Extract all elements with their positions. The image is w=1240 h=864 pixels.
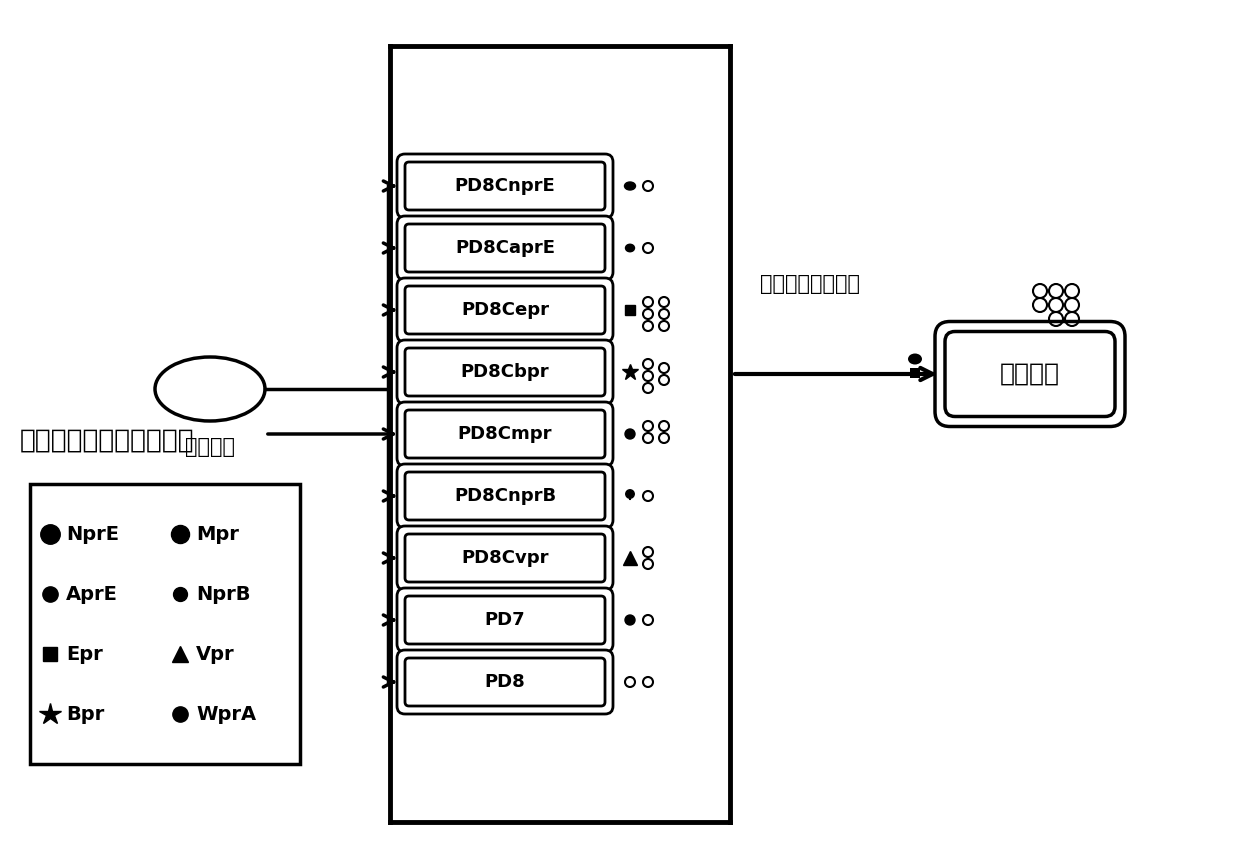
Text: AprE: AprE <box>66 585 118 603</box>
FancyBboxPatch shape <box>405 658 605 706</box>
FancyBboxPatch shape <box>405 162 605 210</box>
FancyBboxPatch shape <box>405 224 605 272</box>
Circle shape <box>626 490 634 499</box>
Text: PD8CnprB: PD8CnprB <box>454 487 556 505</box>
FancyBboxPatch shape <box>397 278 613 342</box>
FancyBboxPatch shape <box>397 340 613 404</box>
Text: NprB: NprB <box>196 585 250 603</box>
FancyBboxPatch shape <box>397 650 613 714</box>
FancyBboxPatch shape <box>935 321 1125 427</box>
Circle shape <box>625 429 635 439</box>
Text: Bpr: Bpr <box>66 704 104 723</box>
Ellipse shape <box>155 357 265 421</box>
FancyBboxPatch shape <box>397 526 613 590</box>
FancyBboxPatch shape <box>405 348 605 396</box>
FancyBboxPatch shape <box>405 410 605 458</box>
FancyBboxPatch shape <box>397 588 613 652</box>
Text: Mpr: Mpr <box>196 524 239 543</box>
Text: PD8CnprE: PD8CnprE <box>455 177 556 195</box>
Text: Vpr: Vpr <box>196 645 234 664</box>
Text: Epr: Epr <box>66 645 103 664</box>
FancyBboxPatch shape <box>405 534 605 582</box>
Ellipse shape <box>908 353 923 365</box>
Text: PD8Cbpr: PD8Cbpr <box>461 363 549 381</box>
FancyBboxPatch shape <box>397 216 613 280</box>
Text: PD8Cvpr: PD8Cvpr <box>461 549 549 567</box>
Bar <box>625 305 635 315</box>
Text: PD8Cmpr: PD8Cmpr <box>458 425 552 443</box>
FancyBboxPatch shape <box>405 596 605 644</box>
Text: 最适宿主: 最适宿主 <box>999 362 1060 386</box>
FancyBboxPatch shape <box>397 464 613 528</box>
FancyBboxPatch shape <box>405 472 605 520</box>
FancyBboxPatch shape <box>30 484 300 764</box>
FancyBboxPatch shape <box>405 286 605 334</box>
Text: 异源蛋白: 异源蛋白 <box>185 437 236 457</box>
Text: PD8Cepr: PD8Cepr <box>461 301 549 319</box>
Circle shape <box>625 615 635 625</box>
Text: 枯草杆菌八种胞外蛋白酶: 枯草杆菌八种胞外蛋白酶 <box>20 428 195 454</box>
Text: PD8CaprE: PD8CaprE <box>455 239 556 257</box>
FancyBboxPatch shape <box>397 154 613 218</box>
Ellipse shape <box>625 182 635 190</box>
Text: 失活不利的蛋白酶: 失活不利的蛋白酶 <box>760 274 861 294</box>
Text: PD7: PD7 <box>485 611 526 629</box>
FancyBboxPatch shape <box>945 332 1115 416</box>
Bar <box>910 368 920 378</box>
Text: PD8: PD8 <box>485 673 526 691</box>
Text: WprA: WprA <box>196 704 257 723</box>
Ellipse shape <box>625 245 635 251</box>
FancyBboxPatch shape <box>397 402 613 466</box>
Text: NprE: NprE <box>66 524 119 543</box>
